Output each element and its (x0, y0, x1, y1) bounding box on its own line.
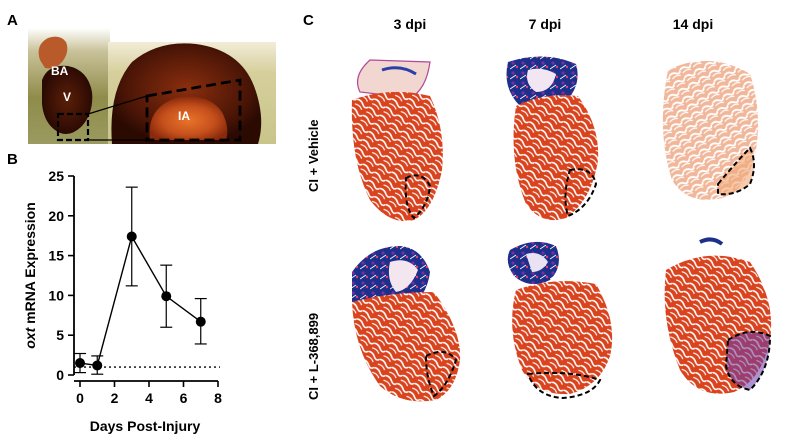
y-tick-label: 0 (56, 367, 64, 383)
section-antagonist-3dpi (352, 246, 461, 402)
row-header-vehicle: CI + Vehicle (306, 119, 321, 192)
label-ia: IA (178, 109, 190, 123)
data-point (126, 231, 137, 242)
y-axis-title-gene: oxt (22, 326, 38, 348)
data-point (75, 358, 85, 369)
column-header-3dpi: 3 dpi (393, 16, 427, 32)
column-header-7dpi: 7 dpi (528, 16, 562, 32)
y-tick-label: 10 (48, 287, 64, 303)
section-antagonist-7dpi (507, 241, 613, 400)
x-axis-title: Days Post-Injury (90, 418, 201, 434)
x-tick-label: 4 (145, 390, 153, 406)
section-vehicle-7dpi (506, 56, 599, 221)
y-axis-title: oxt mRNA Expression (22, 202, 38, 349)
y-tick-label: 5 (56, 327, 64, 343)
zoom-connector-top (87, 95, 148, 115)
data-point (161, 291, 172, 302)
section-vehicle-14dpi (662, 60, 758, 200)
data-point (92, 360, 103, 371)
y-tick-label: 25 (48, 168, 64, 184)
section-vehicle-3dpi (351, 59, 443, 222)
panel-a-letter: A (7, 12, 18, 29)
oxt-expression-chart: 0 5 10 15 20 25 0 2 4 6 8 Days Post-Injury oxt mRNA … (22, 168, 222, 434)
series-line (79, 234, 202, 367)
histology-grid (351, 56, 772, 402)
zoom-injury-box (145, 78, 242, 142)
x-tick-label: 2 (111, 390, 119, 406)
y-axis-title-rest: mRNA Expression (22, 202, 38, 328)
label-ba: BA (51, 64, 69, 78)
y-tick-label: 20 (48, 208, 64, 224)
panel-b-letter: B (7, 151, 18, 168)
row-header-antagonist: CI + L-368,899 (306, 312, 321, 400)
panel-c-letter: C (303, 12, 314, 29)
data-point (195, 316, 206, 327)
x-tick-label: 8 (214, 390, 222, 406)
x-tick-label: 6 (180, 390, 188, 406)
panel-a-photo: BA V IA (28, 28, 276, 144)
label-v: V (63, 90, 71, 104)
x-tick-label: 0 (76, 390, 84, 406)
injury-area (149, 96, 228, 140)
column-header-14dpi: 14 dpi (672, 16, 714, 32)
y-tick-label: 15 (48, 248, 64, 264)
bulbus-arteriosus (38, 36, 68, 69)
section-antagonist-14dpi (664, 237, 772, 394)
ventricle (42, 65, 93, 134)
